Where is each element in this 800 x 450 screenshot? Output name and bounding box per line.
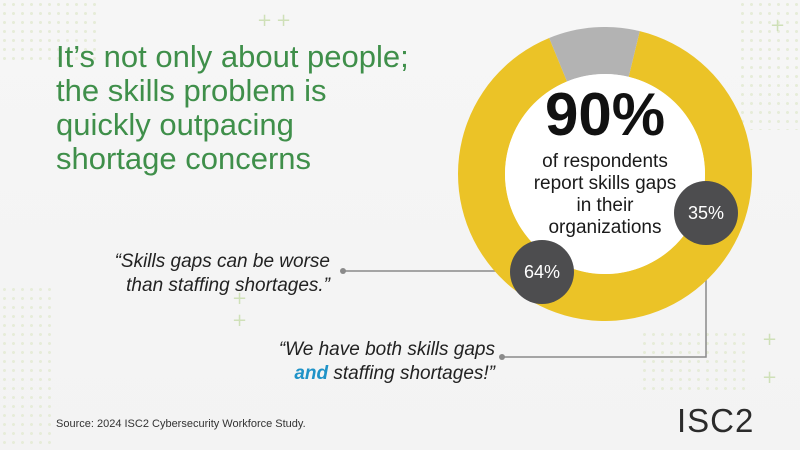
page-title-line: quickly outpacing (56, 107, 294, 142)
decorative-plus-icon: + (232, 310, 248, 331)
page-title-line: the skills problem is (56, 73, 327, 108)
decorative-plus-icon: + (276, 10, 292, 31)
source-note: Source: 2024 ISC2 Cybersecurity Workforc… (56, 418, 306, 430)
big-number-description: of respondents report skills gaps in the… (508, 151, 702, 239)
donut-chart: 90% of respondents report skills gaps in… (458, 27, 752, 321)
description-line: in their (576, 195, 634, 216)
decorative-plus-icon: + (762, 367, 778, 388)
quote-both: “We have both skills gaps and staffing s… (279, 338, 495, 386)
decorative-dot-grid (0, 285, 52, 450)
description-line: of respondents (542, 151, 668, 172)
connector-line-35 (502, 243, 707, 358)
brand-logo: ISC2 (677, 402, 755, 439)
quote-line: “We have both skills gaps (278, 339, 495, 360)
page-title-line: shortage concerns (56, 141, 312, 176)
big-number: 90% (544, 81, 666, 148)
connector-dot-64 (340, 268, 346, 274)
quote-line: than staffing shortages.” (126, 275, 330, 296)
decorative-plus-icon: + (232, 288, 248, 309)
quote-accent-word: and (294, 363, 329, 384)
quote-skills-gaps: “Skills gaps can be worse than staffing … (115, 250, 330, 298)
connector-dot-35 (499, 354, 505, 360)
quote-line: “Skills gaps can be worse (114, 251, 330, 272)
page-title-line: It’s not only about people; (56, 39, 409, 74)
decorative-dot-grid (738, 0, 800, 130)
decorative-plus-icon: + (762, 329, 778, 350)
page-title: It’s not only about people; the skills p… (56, 40, 436, 176)
quote-line-rest: staffing shortages!” (328, 363, 495, 384)
decorative-dot-grid (0, 0, 100, 60)
decorative-dot-grid (640, 330, 745, 395)
decorative-plus-icon: + (257, 10, 273, 31)
donut-slice-10 (549, 27, 640, 82)
donut-hole (505, 74, 705, 274)
quote-line: and staffing shortages!” (279, 362, 495, 386)
decorative-plus-icon: + (770, 15, 786, 36)
description-line: report skills gaps (533, 173, 677, 194)
description-line: organizations (548, 217, 662, 238)
callout-badge-64: 64% (510, 240, 574, 304)
callout-badge-35: 35% (674, 181, 738, 245)
